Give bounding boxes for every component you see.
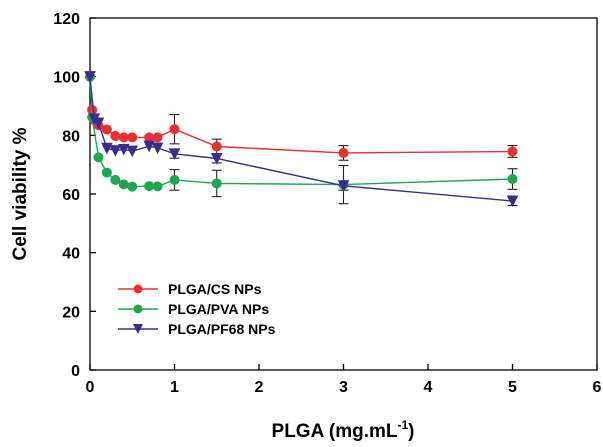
data-point bbox=[338, 147, 349, 158]
series-3 bbox=[84, 71, 519, 208]
data-point bbox=[507, 174, 518, 185]
x-axis-title-close: ) bbox=[408, 421, 414, 442]
data-point bbox=[92, 117, 105, 130]
series-layer bbox=[84, 71, 519, 208]
x-tick-label: 4 bbox=[424, 379, 433, 396]
x-tick-label: 3 bbox=[339, 379, 348, 396]
data-point bbox=[143, 140, 155, 153]
legend: PLGA/CS NPs PLGA/PVA NPs PLGA/PF68 NPs bbox=[118, 281, 276, 337]
data-point bbox=[126, 145, 139, 158]
legend-label: PLGA/CS NPs bbox=[168, 281, 262, 297]
series-line bbox=[89, 76, 513, 188]
data-point bbox=[101, 167, 112, 178]
data-point bbox=[152, 132, 163, 143]
legend-item: PLGA/PF68 NPs bbox=[118, 321, 276, 337]
x-tick-label: 0 bbox=[86, 379, 95, 396]
legend-marker bbox=[133, 284, 143, 294]
x-tick-label: 2 bbox=[255, 379, 264, 396]
x-axis-title-sup: -1 bbox=[397, 418, 408, 432]
y-tick-label: 20 bbox=[62, 304, 80, 321]
legend-item: PLGA/PVA NPs bbox=[118, 301, 269, 317]
legend-marker bbox=[133, 324, 143, 334]
data-point bbox=[110, 130, 121, 141]
data-point bbox=[144, 132, 155, 143]
data-point bbox=[151, 142, 164, 155]
y-tick-label: 80 bbox=[62, 128, 80, 145]
data-point bbox=[211, 178, 222, 189]
x-tick-label: 6 bbox=[593, 379, 602, 396]
data-point bbox=[507, 146, 518, 157]
data-point bbox=[144, 181, 155, 192]
data-point bbox=[101, 142, 113, 155]
y-tick-label: 120 bbox=[53, 11, 80, 28]
legend-item: PLGA/CS NPs bbox=[118, 281, 262, 297]
data-point bbox=[169, 174, 180, 185]
data-point bbox=[168, 148, 181, 160]
data-point bbox=[101, 124, 112, 135]
data-point bbox=[127, 181, 138, 192]
x-tick-label: 5 bbox=[508, 379, 517, 396]
data-point bbox=[169, 124, 180, 135]
data-point bbox=[127, 132, 138, 143]
data-point bbox=[110, 174, 121, 185]
legend-label: PLGA/PF68 NPs bbox=[168, 321, 276, 337]
x-tick-label: 1 bbox=[170, 379, 179, 396]
data-point bbox=[84, 71, 96, 83]
x-axis-title: PLGA (mg.mL-1) bbox=[272, 418, 415, 442]
x-axis-title-main: PLGA (mg.mL bbox=[272, 421, 398, 442]
data-point bbox=[118, 179, 129, 190]
y-tick-label: 60 bbox=[62, 187, 80, 204]
y-tick-label: 0 bbox=[71, 363, 80, 380]
data-point bbox=[211, 141, 222, 152]
data-point bbox=[152, 181, 163, 192]
data-point bbox=[118, 132, 129, 143]
data-point bbox=[506, 195, 519, 208]
legend-label: PLGA/PVA NPs bbox=[168, 301, 269, 317]
y-tick-label: 40 bbox=[62, 246, 80, 263]
data-point bbox=[210, 153, 223, 165]
data-point bbox=[337, 180, 350, 192]
data-point bbox=[93, 152, 104, 163]
data-point bbox=[117, 143, 130, 156]
y-axis-title: Cell viability % bbox=[10, 127, 31, 260]
legend-marker bbox=[133, 304, 143, 314]
data-point bbox=[109, 145, 122, 157]
y-tick-label: 100 bbox=[53, 70, 80, 87]
